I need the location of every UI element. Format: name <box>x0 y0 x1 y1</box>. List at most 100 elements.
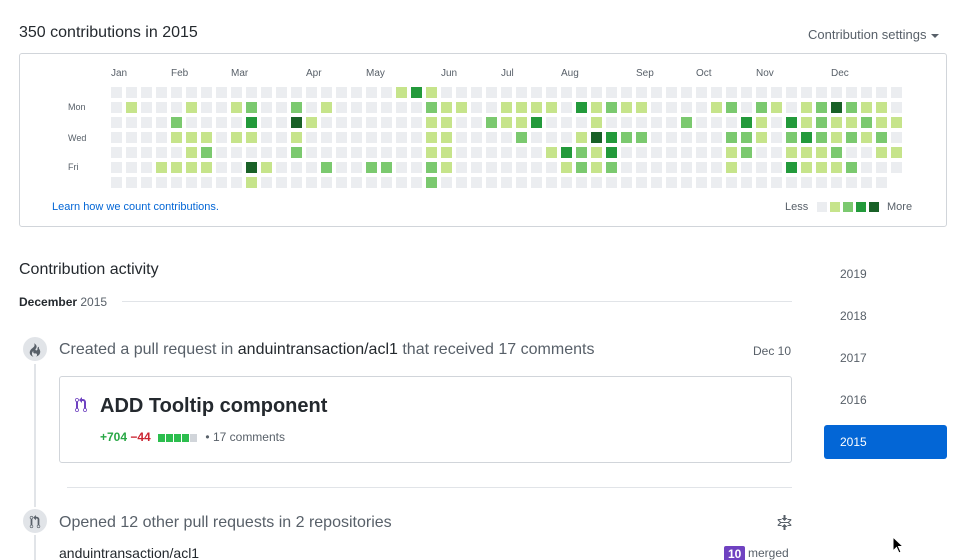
contribution-day-cell[interactable] <box>756 117 767 128</box>
contribution-day-cell[interactable] <box>471 117 482 128</box>
contribution-day-cell[interactable] <box>801 177 812 188</box>
contribution-day-cell[interactable] <box>396 162 407 173</box>
contribution-day-cell[interactable] <box>666 162 677 173</box>
contribution-day-cell[interactable] <box>516 102 527 113</box>
contribution-day-cell[interactable] <box>711 147 722 158</box>
contribution-day-cell[interactable] <box>606 132 617 143</box>
contribution-day-cell[interactable] <box>171 87 182 98</box>
contribution-day-cell[interactable] <box>351 132 362 143</box>
contribution-day-cell[interactable] <box>546 132 557 143</box>
contribution-day-cell[interactable] <box>321 162 332 173</box>
contribution-day-cell[interactable] <box>546 87 557 98</box>
contribution-day-cell[interactable] <box>636 177 647 188</box>
contribution-day-cell[interactable] <box>411 147 422 158</box>
learn-contributions-link[interactable]: Learn how we count contributions. <box>52 201 219 213</box>
contribution-day-cell[interactable] <box>306 132 317 143</box>
contribution-day-cell[interactable] <box>696 87 707 98</box>
contribution-day-cell[interactable] <box>186 102 197 113</box>
contribution-day-cell[interactable] <box>756 177 767 188</box>
contribution-day-cell[interactable] <box>261 162 272 173</box>
contribution-day-cell[interactable] <box>816 177 827 188</box>
contribution-day-cell[interactable] <box>411 177 422 188</box>
contribution-day-cell[interactable] <box>621 177 632 188</box>
contribution-day-cell[interactable] <box>846 117 857 128</box>
contribution-day-cell[interactable] <box>411 117 422 128</box>
contribution-day-cell[interactable] <box>186 147 197 158</box>
contribution-day-cell[interactable] <box>276 162 287 173</box>
contribution-day-cell[interactable] <box>111 102 122 113</box>
contribution-settings-dropdown[interactable]: Contribution settings <box>808 27 939 42</box>
contribution-day-cell[interactable] <box>831 177 842 188</box>
contribution-day-cell[interactable] <box>246 177 257 188</box>
year-link-2017[interactable]: 2017 <box>840 351 867 365</box>
contribution-day-cell[interactable] <box>246 147 257 158</box>
contribution-day-cell[interactable] <box>471 147 482 158</box>
contribution-day-cell[interactable] <box>546 117 557 128</box>
contribution-day-cell[interactable] <box>426 177 437 188</box>
contribution-day-cell[interactable] <box>696 147 707 158</box>
contribution-day-cell[interactable] <box>456 87 467 98</box>
contribution-day-cell[interactable] <box>306 102 317 113</box>
contribution-day-cell[interactable] <box>726 162 737 173</box>
contribution-day-cell[interactable] <box>291 177 302 188</box>
contribution-day-cell[interactable] <box>486 87 497 98</box>
contribution-day-cell[interactable] <box>201 117 212 128</box>
contribution-day-cell[interactable] <box>681 162 692 173</box>
contribution-day-cell[interactable] <box>801 117 812 128</box>
contribution-day-cell[interactable] <box>336 117 347 128</box>
contribution-day-cell[interactable] <box>171 162 182 173</box>
contribution-day-cell[interactable] <box>261 87 272 98</box>
contribution-day-cell[interactable] <box>381 162 392 173</box>
contribution-day-cell[interactable] <box>621 87 632 98</box>
contribution-day-cell[interactable] <box>321 117 332 128</box>
contribution-day-cell[interactable] <box>816 162 827 173</box>
contribution-day-cell[interactable] <box>681 117 692 128</box>
contribution-day-cell[interactable] <box>576 102 587 113</box>
unfold-icon[interactable] <box>777 515 792 531</box>
contribution-day-cell[interactable] <box>876 162 887 173</box>
contribution-day-cell[interactable] <box>366 132 377 143</box>
contribution-day-cell[interactable] <box>651 132 662 143</box>
contribution-day-cell[interactable] <box>336 177 347 188</box>
contribution-day-cell[interactable] <box>111 177 122 188</box>
contribution-day-cell[interactable] <box>666 177 677 188</box>
contribution-day-cell[interactable] <box>786 117 797 128</box>
contribution-day-cell[interactable] <box>456 147 467 158</box>
contribution-day-cell[interactable] <box>651 117 662 128</box>
contribution-day-cell[interactable] <box>501 147 512 158</box>
contribution-day-cell[interactable] <box>291 87 302 98</box>
contribution-day-cell[interactable] <box>291 147 302 158</box>
contribution-day-cell[interactable] <box>876 87 887 98</box>
contribution-day-cell[interactable] <box>831 117 842 128</box>
contribution-day-cell[interactable] <box>591 177 602 188</box>
contribution-day-cell[interactable] <box>846 147 857 158</box>
contribution-day-cell[interactable] <box>681 132 692 143</box>
contribution-day-cell[interactable] <box>606 162 617 173</box>
contribution-day-cell[interactable] <box>591 132 602 143</box>
contribution-day-cell[interactable] <box>336 162 347 173</box>
contribution-day-cell[interactable] <box>876 147 887 158</box>
contribution-day-cell[interactable] <box>486 162 497 173</box>
contribution-day-cell[interactable] <box>696 162 707 173</box>
contribution-day-cell[interactable] <box>441 177 452 188</box>
contribution-day-cell[interactable] <box>831 132 842 143</box>
contribution-day-cell[interactable] <box>561 87 572 98</box>
contribution-day-cell[interactable] <box>351 102 362 113</box>
contribution-day-cell[interactable] <box>741 117 752 128</box>
contribution-day-cell[interactable] <box>366 117 377 128</box>
contribution-day-cell[interactable] <box>381 132 392 143</box>
contribution-day-cell[interactable] <box>786 177 797 188</box>
contribution-day-cell[interactable] <box>636 147 647 158</box>
contribution-day-cell[interactable] <box>786 132 797 143</box>
contribution-day-cell[interactable] <box>606 87 617 98</box>
contribution-day-cell[interactable] <box>861 162 872 173</box>
contribution-day-cell[interactable] <box>651 102 662 113</box>
contribution-day-cell[interactable] <box>606 117 617 128</box>
contribution-day-cell[interactable] <box>861 87 872 98</box>
contribution-day-cell[interactable] <box>861 117 872 128</box>
contribution-day-cell[interactable] <box>426 102 437 113</box>
year-link-2019[interactable]: 2019 <box>840 267 867 281</box>
contribution-day-cell[interactable] <box>501 87 512 98</box>
contribution-day-cell[interactable] <box>876 132 887 143</box>
contribution-day-cell[interactable] <box>516 147 527 158</box>
